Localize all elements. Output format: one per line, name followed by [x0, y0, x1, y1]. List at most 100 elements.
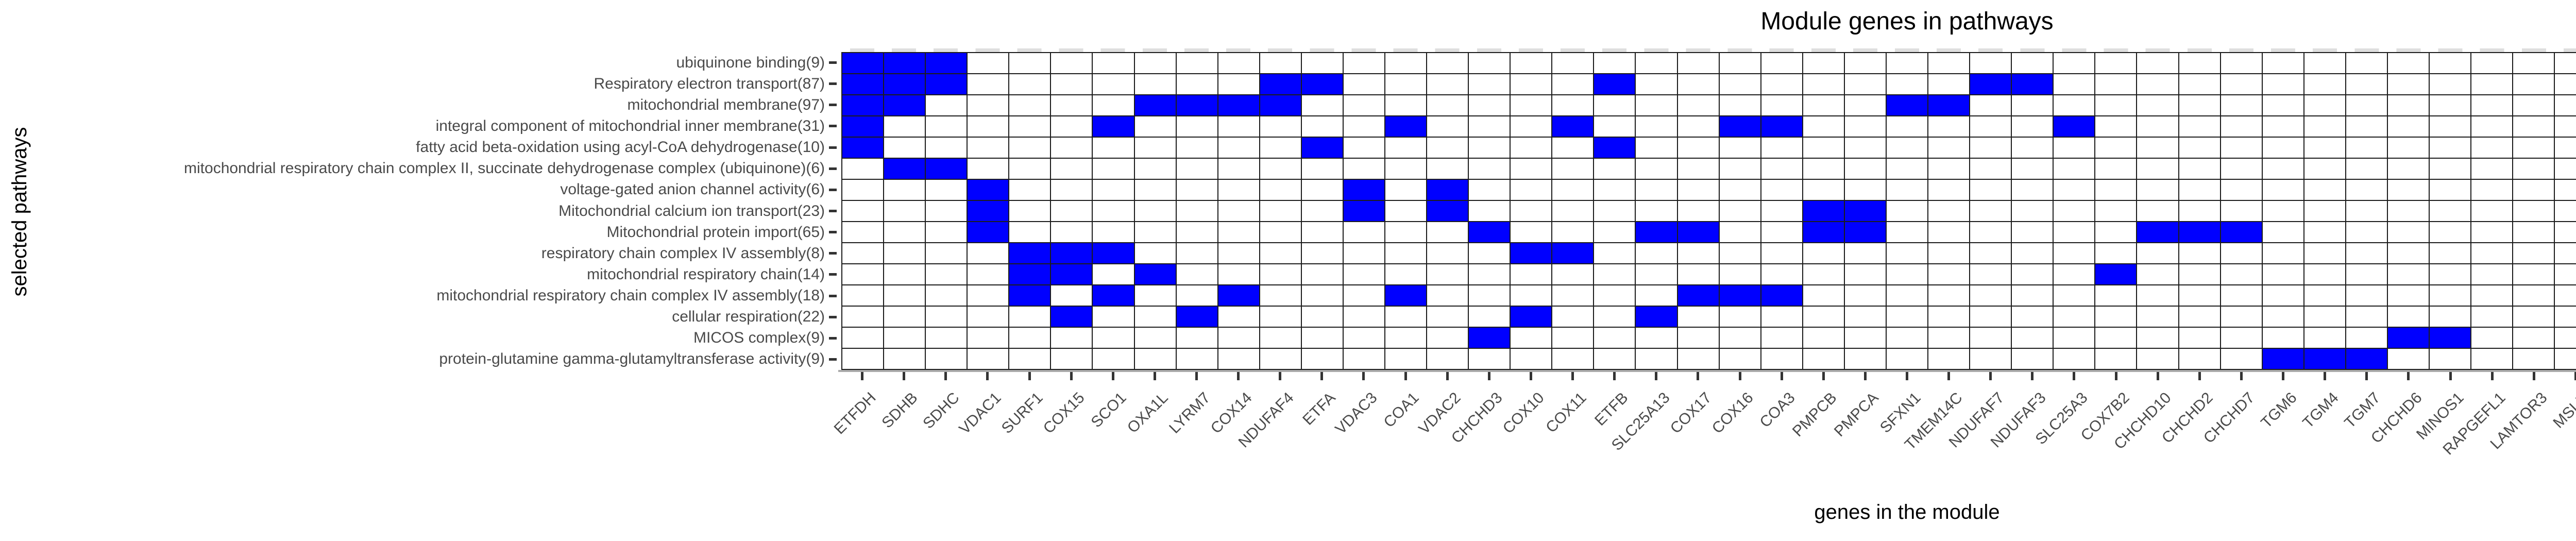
heatmap-cell — [1301, 327, 1343, 348]
heatmap-cell — [2220, 243, 2262, 264]
heatmap-cell — [2471, 264, 2513, 285]
heatmap-cell — [1468, 348, 1511, 369]
heatmap-cell — [2429, 222, 2471, 243]
heatmap-cell — [884, 200, 926, 222]
heatmap-cell — [1217, 158, 1260, 179]
heatmap-cell — [1635, 116, 1677, 137]
heatmap-cell — [1385, 137, 1427, 158]
heatmap-cell — [1844, 243, 1886, 264]
heatmap-cell — [2178, 158, 2221, 179]
heatmap-cell — [2095, 116, 2137, 137]
heatmap-cell — [1343, 95, 1385, 116]
x-axis-line — [838, 370, 2576, 372]
heatmap-cell — [2554, 53, 2576, 74]
heatmap-cell — [2303, 243, 2346, 264]
heatmap-cell — [1844, 116, 1886, 137]
heatmap-cell — [2095, 137, 2137, 158]
heatmap-cell — [842, 306, 884, 327]
heatmap-cell — [1385, 285, 1427, 306]
heatmap-cell — [1301, 285, 1343, 306]
heatmap-cell — [2471, 348, 2513, 369]
heatmap-cell — [1134, 200, 1176, 222]
x-tick-mark — [2449, 372, 2452, 380]
heatmap-cell — [925, 116, 968, 137]
heatmap-cell — [1552, 327, 1594, 348]
x-tick-mark — [2282, 372, 2285, 380]
heatmap-cell — [2303, 264, 2346, 285]
heatmap-cell — [2471, 285, 2513, 306]
heatmap-cell — [925, 222, 968, 243]
heatmap-cell — [2137, 158, 2179, 179]
heatmap-cell — [2137, 264, 2179, 285]
heatmap-cell — [1343, 200, 1385, 222]
heatmap-cell — [1343, 348, 1385, 369]
x-tick-mark — [944, 372, 947, 380]
heatmap-cell — [2095, 95, 2137, 116]
heatmap-cell — [1760, 243, 1803, 264]
heatmap-cell — [1510, 200, 1552, 222]
heatmap-cell — [2011, 200, 2054, 222]
heatmap-cell — [1760, 137, 1803, 158]
heatmap-cell — [1594, 285, 1636, 306]
heatmap-cell — [1886, 200, 1928, 222]
heatmap-cell — [2387, 264, 2429, 285]
heatmap-cell — [1635, 95, 1677, 116]
heatmap-cell — [1594, 348, 1636, 369]
y-tick-mark — [829, 146, 837, 149]
heatmap-cell — [1427, 116, 1469, 137]
heatmap-cell — [967, 74, 1009, 95]
heatmap-cell — [1176, 222, 1218, 243]
heatmap-cell — [1217, 222, 1260, 243]
heatmap-cell — [1176, 137, 1218, 158]
heatmap-cell — [1092, 264, 1134, 285]
heatmap-cell — [2137, 348, 2179, 369]
heatmap-cell — [2011, 95, 2054, 116]
y-tick-mark — [829, 167, 837, 170]
heatmap-cell — [2220, 306, 2262, 327]
heatmap-cell — [1468, 306, 1511, 327]
heatmap-cell — [1468, 285, 1511, 306]
heatmap-cell — [2011, 264, 2054, 285]
heatmap-cell — [1677, 74, 1719, 95]
heatmap-cell — [967, 285, 1009, 306]
heatmap-cell — [1760, 158, 1803, 179]
heatmap-cell — [1050, 179, 1093, 200]
heatmap-cell — [1468, 264, 1511, 285]
heatmap-cell — [2220, 264, 2262, 285]
y-tick-mark — [829, 231, 837, 234]
heatmap-cell — [2387, 179, 2429, 200]
heatmap-cell — [2429, 243, 2471, 264]
heatmap-cell — [1427, 222, 1469, 243]
heatmap-cell — [2345, 200, 2387, 222]
heatmap-cell — [842, 243, 884, 264]
x-tick-mark — [1989, 372, 1992, 380]
heatmap-cell — [1928, 74, 1970, 95]
heatmap-cell — [2387, 74, 2429, 95]
heatmap-cell — [2178, 116, 2221, 137]
heatmap-cell — [1427, 179, 1469, 200]
heatmap-cell — [1259, 200, 1301, 222]
heatmap-cell — [2220, 116, 2262, 137]
heatmap-cell — [1844, 95, 1886, 116]
heatmap-cell — [967, 179, 1009, 200]
heatmap-cell — [2554, 285, 2576, 306]
heatmap-cell — [2220, 285, 2262, 306]
heatmap-cell — [1134, 348, 1176, 369]
heatmap-cell — [2429, 200, 2471, 222]
heatmap-cell — [2220, 348, 2262, 369]
heatmap-cell — [1343, 222, 1385, 243]
heatmap-cell — [2513, 95, 2555, 116]
heatmap-cell — [1385, 95, 1427, 116]
heatmap-cell — [884, 327, 926, 348]
heatmap-cell — [1802, 285, 1844, 306]
x-tick-mark — [1404, 372, 1407, 380]
heatmap-cell — [1594, 116, 1636, 137]
heatmap-cell — [1844, 222, 1886, 243]
heatmap-cell — [2345, 95, 2387, 116]
heatmap-cell — [2262, 158, 2304, 179]
heatmap-cell — [1802, 348, 1844, 369]
heatmap-cell — [1468, 222, 1511, 243]
x-tick-mark — [2114, 372, 2117, 380]
heatmap-cell — [925, 137, 968, 158]
heatmap-cell — [1259, 348, 1301, 369]
